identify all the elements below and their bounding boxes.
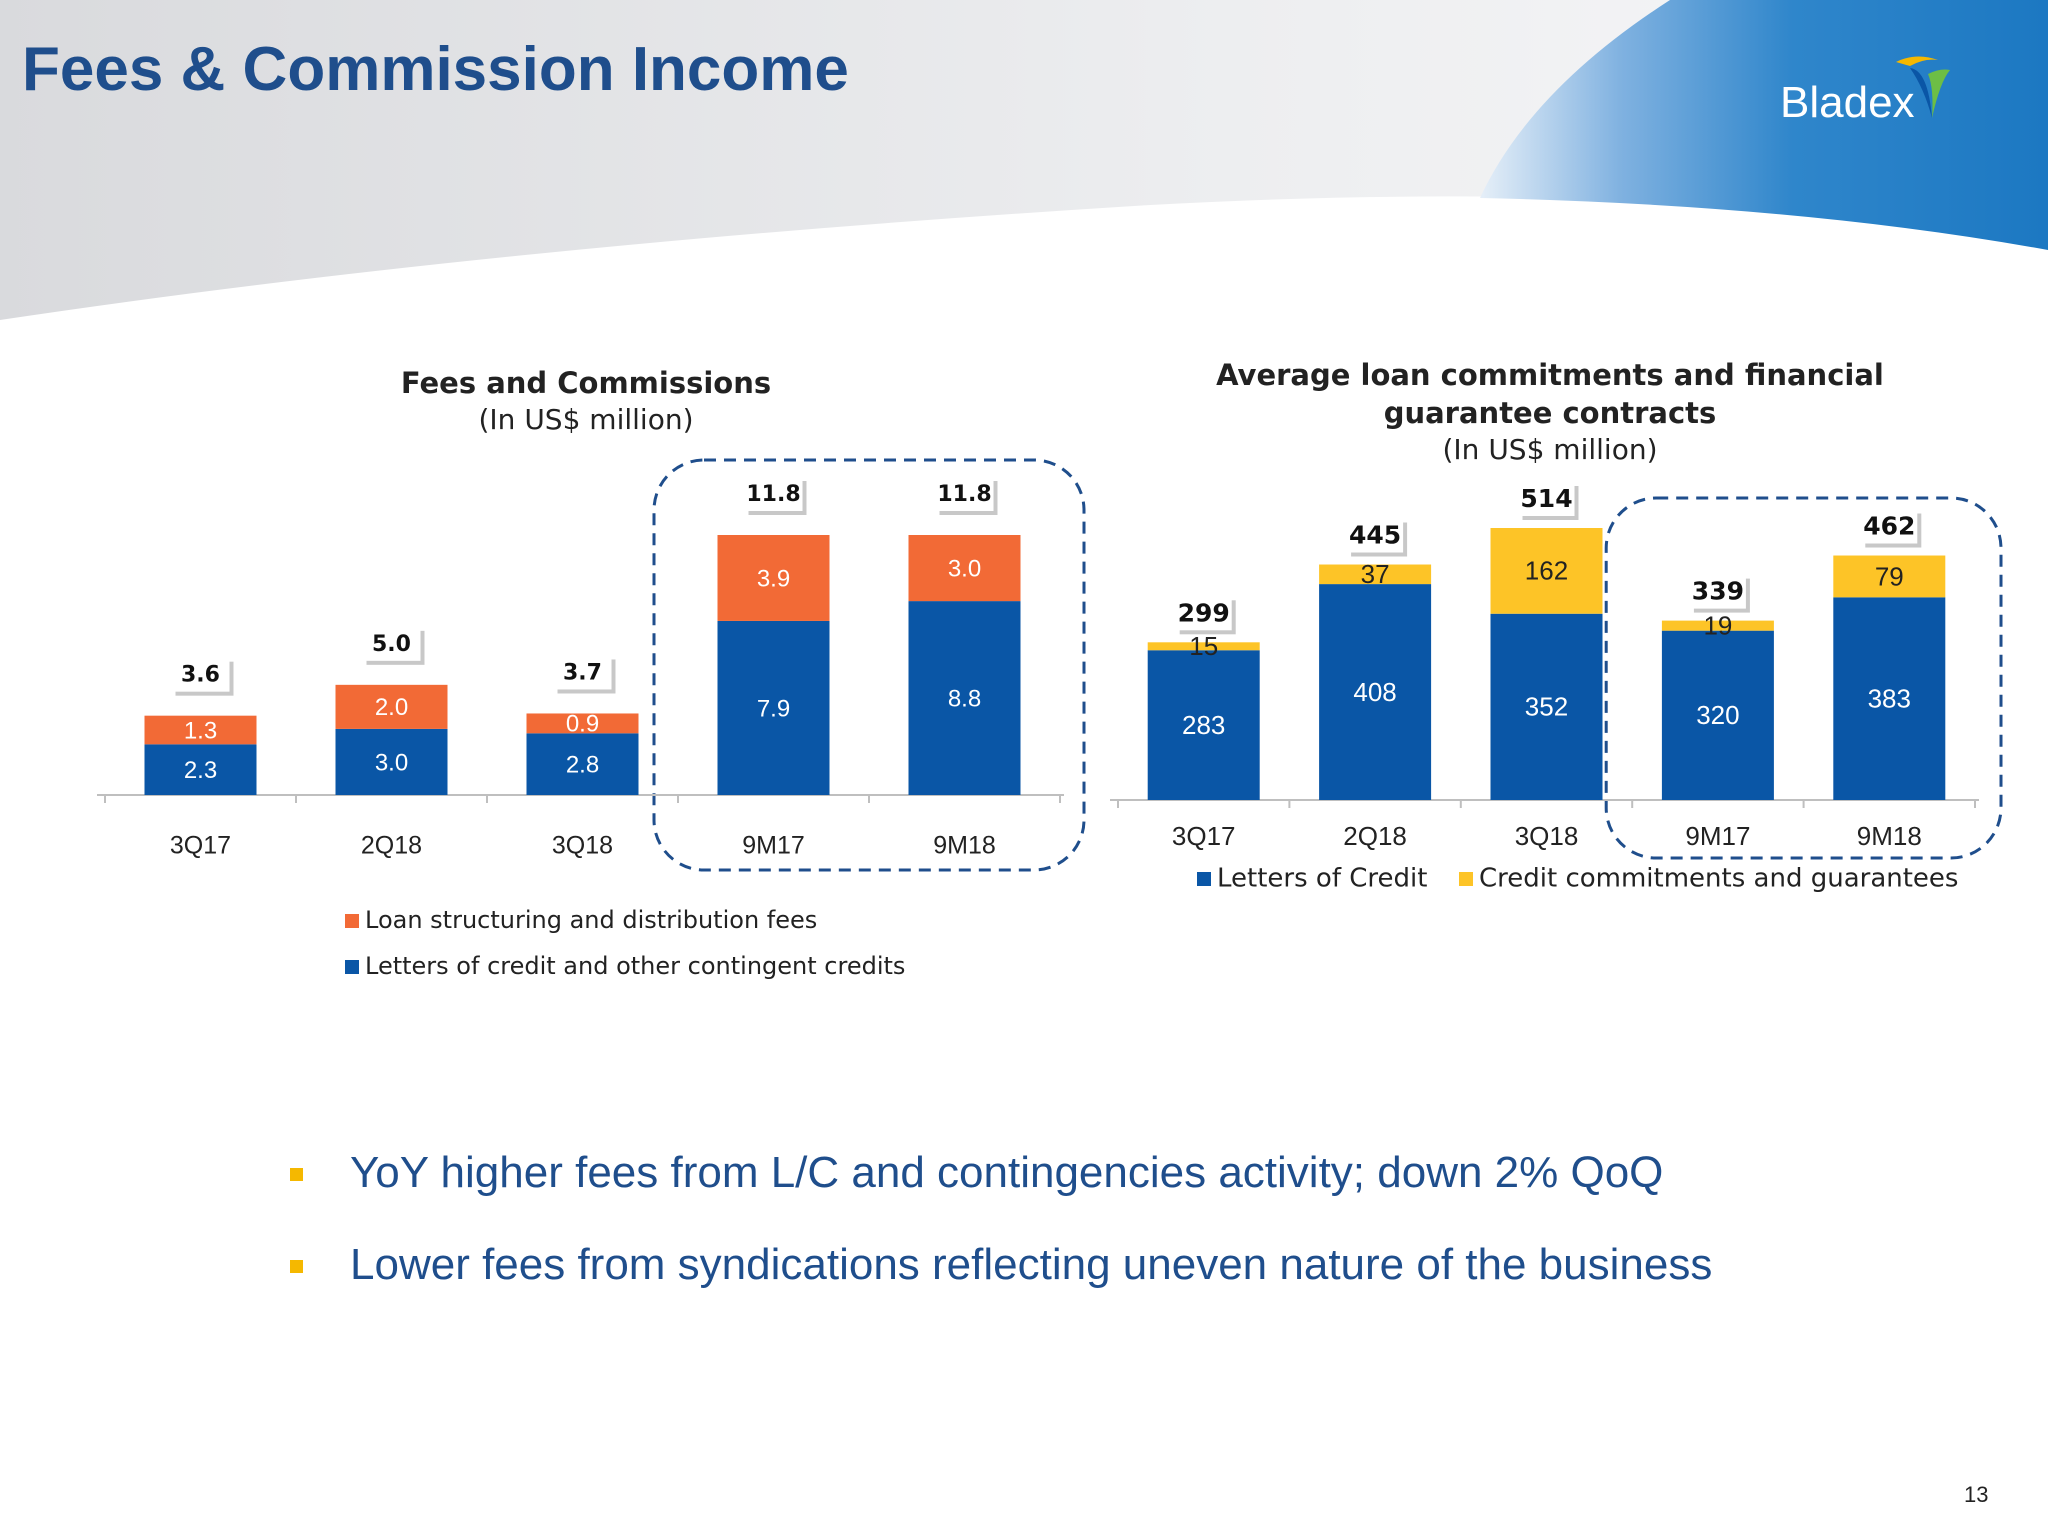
legend-label: Letters of credit and other contingent c… <box>365 952 905 980</box>
chart2-subtitle: (In US$ million) <box>1442 433 1658 466</box>
chart2-title-line-2: guarantee contracts <box>1383 396 1717 430</box>
page-title: Fees & Commission Income <box>22 35 849 104</box>
data-label: 3.9 <box>757 565 790 592</box>
chart1-subtitle: (In US$ million) <box>478 403 694 436</box>
data-label: 7.9 <box>757 695 790 722</box>
bar-segment-primary <box>1147 650 1260 800</box>
legend-swatch <box>345 914 359 928</box>
bullet-square-icon <box>290 1260 303 1273</box>
category-label: 3Q18 <box>552 832 613 860</box>
bar-segment-secondary <box>717 535 830 621</box>
data-label: 408 <box>1353 677 1396 707</box>
bar-segment-secondary <box>526 713 639 734</box>
legend-label: Letters of Credit <box>1217 864 1427 894</box>
total-label-box <box>1861 509 1918 544</box>
bullet-square-icon <box>290 1168 303 1181</box>
legend-label: Credit commitments and guarantees <box>1479 864 1958 894</box>
total-label-box <box>1175 596 1232 631</box>
total-label: 299 <box>1178 598 1230 627</box>
data-label: 283 <box>1182 710 1225 740</box>
bar-segment-primary <box>908 601 1021 795</box>
bar-segment-primary <box>526 733 639 795</box>
total-label-box <box>935 477 994 511</box>
total-label: 514 <box>1520 484 1572 513</box>
total-label: 3.6 <box>181 663 220 688</box>
bar-segment-primary <box>1490 613 1603 800</box>
bar-segment-secondary <box>908 535 1021 602</box>
logo-text: Bladex <box>1780 78 1915 127</box>
data-label: 8.8 <box>948 685 981 712</box>
chart1-title-block: Fees and Commissions (In US$ million) <box>386 364 786 438</box>
total-label-box <box>362 626 421 661</box>
bar-segment-primary <box>1833 597 1946 800</box>
bullet-text: YoY higher fees from L/C and contingenci… <box>350 1148 1664 1197</box>
total-label-box <box>1689 574 1746 609</box>
data-label: 320 <box>1696 700 1739 730</box>
legend-swatch <box>1197 872 1211 886</box>
highlight-box <box>652 458 1086 872</box>
bladex-logo: Bladex <box>1780 52 1970 142</box>
chart2-title-block: Average loan commitments and financial g… <box>1205 356 1895 468</box>
bar-segment-primary <box>717 620 830 795</box>
data-label: 0.9 <box>566 711 599 738</box>
total-label: 3.7 <box>563 660 602 685</box>
total-label: 445 <box>1349 521 1401 550</box>
loan-commitments-chart: 283 15 299 3Q17 408 37 445 2Q18 352 162 514 3Q18 320… <box>1110 482 2003 894</box>
data-label: 2.8 <box>566 751 599 778</box>
data-label: 3.0 <box>948 555 981 582</box>
bar-segment-secondary <box>335 684 448 729</box>
bar-segment-primary <box>1661 630 1774 800</box>
legend-swatch <box>345 960 359 974</box>
category-label: 9M17 <box>1685 821 1750 851</box>
bar-segment-primary <box>1319 584 1432 800</box>
bar-segment-secondary <box>1319 564 1432 585</box>
data-label: 352 <box>1525 692 1568 722</box>
category-label: 2Q18 <box>1343 821 1407 851</box>
data-label: 3.0 <box>375 749 408 776</box>
data-label: 2.3 <box>184 757 217 784</box>
chart1-title: Fees and Commissions <box>400 366 772 400</box>
total-label: 11.8 <box>937 482 991 507</box>
category-label: 3Q18 <box>1515 821 1579 851</box>
total-label: 462 <box>1863 512 1915 541</box>
data-label: 15 <box>1189 631 1218 661</box>
highlight-box <box>1604 496 2003 860</box>
total-label-box <box>171 657 230 692</box>
category-label: 3Q17 <box>170 832 231 860</box>
total-label-box <box>553 655 612 690</box>
total-label-box <box>1518 482 1575 516</box>
bar-segment-primary <box>335 728 448 795</box>
fees-commissions-chart: 2.3 1.3 3.6 3Q17 3.0 2.0 5.0 2Q18 2.8 0.9 3.7 3Q18 7… <box>97 458 1086 980</box>
data-label: 383 <box>1868 684 1911 714</box>
data-label: 162 <box>1525 556 1568 586</box>
legend-label: Loan structuring and distribution fees <box>365 906 817 934</box>
bullet-text: Lower fees from syndications reflecting … <box>350 1240 1713 1289</box>
bar-segment-secondary <box>1147 642 1260 651</box>
category-label: 3Q17 <box>1172 821 1236 851</box>
category-label: 9M17 <box>742 832 805 860</box>
page-number: 13 <box>1964 1482 1989 1507</box>
bar-segment-secondary <box>1490 528 1603 614</box>
data-label: 2.0 <box>375 694 408 721</box>
chart2-title-line-1: Average loan commitments and financial <box>1216 358 1884 392</box>
category-label: 9M18 <box>933 832 996 860</box>
legend-swatch <box>1459 872 1473 886</box>
total-label-box <box>744 477 803 511</box>
category-label: 2Q18 <box>361 832 422 860</box>
total-label: 5.0 <box>372 632 411 657</box>
data-label: 79 <box>1875 561 1904 591</box>
bar-segment-secondary <box>144 715 257 745</box>
logo-mark-icon <box>1896 56 1950 118</box>
data-label: 19 <box>1703 611 1732 641</box>
bar-segment-secondary <box>1661 620 1774 631</box>
bar-segment-primary <box>144 744 257 795</box>
total-label: 339 <box>1692 577 1744 606</box>
data-label: 1.3 <box>184 717 217 744</box>
data-label: 37 <box>1361 559 1390 589</box>
total-label: 11.8 <box>746 482 800 507</box>
total-label-box <box>1347 518 1404 553</box>
bar-segment-secondary <box>1833 555 1946 598</box>
category-label: 9M18 <box>1857 821 1922 851</box>
